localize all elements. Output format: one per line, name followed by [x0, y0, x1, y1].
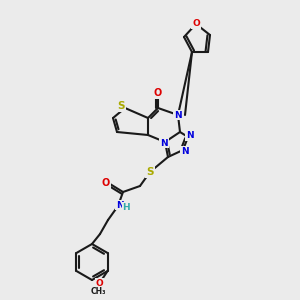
Text: S: S	[117, 101, 125, 111]
Text: O: O	[154, 88, 162, 98]
Text: N: N	[160, 139, 168, 148]
Text: O: O	[96, 278, 104, 287]
Text: CH₃: CH₃	[91, 287, 106, 296]
Text: H: H	[122, 202, 130, 211]
Text: N: N	[186, 131, 194, 140]
Text: N: N	[116, 200, 124, 209]
Text: S: S	[146, 167, 154, 177]
Text: O: O	[102, 178, 110, 188]
Text: N: N	[181, 146, 189, 155]
Text: O: O	[192, 20, 200, 28]
Text: N: N	[174, 110, 182, 119]
